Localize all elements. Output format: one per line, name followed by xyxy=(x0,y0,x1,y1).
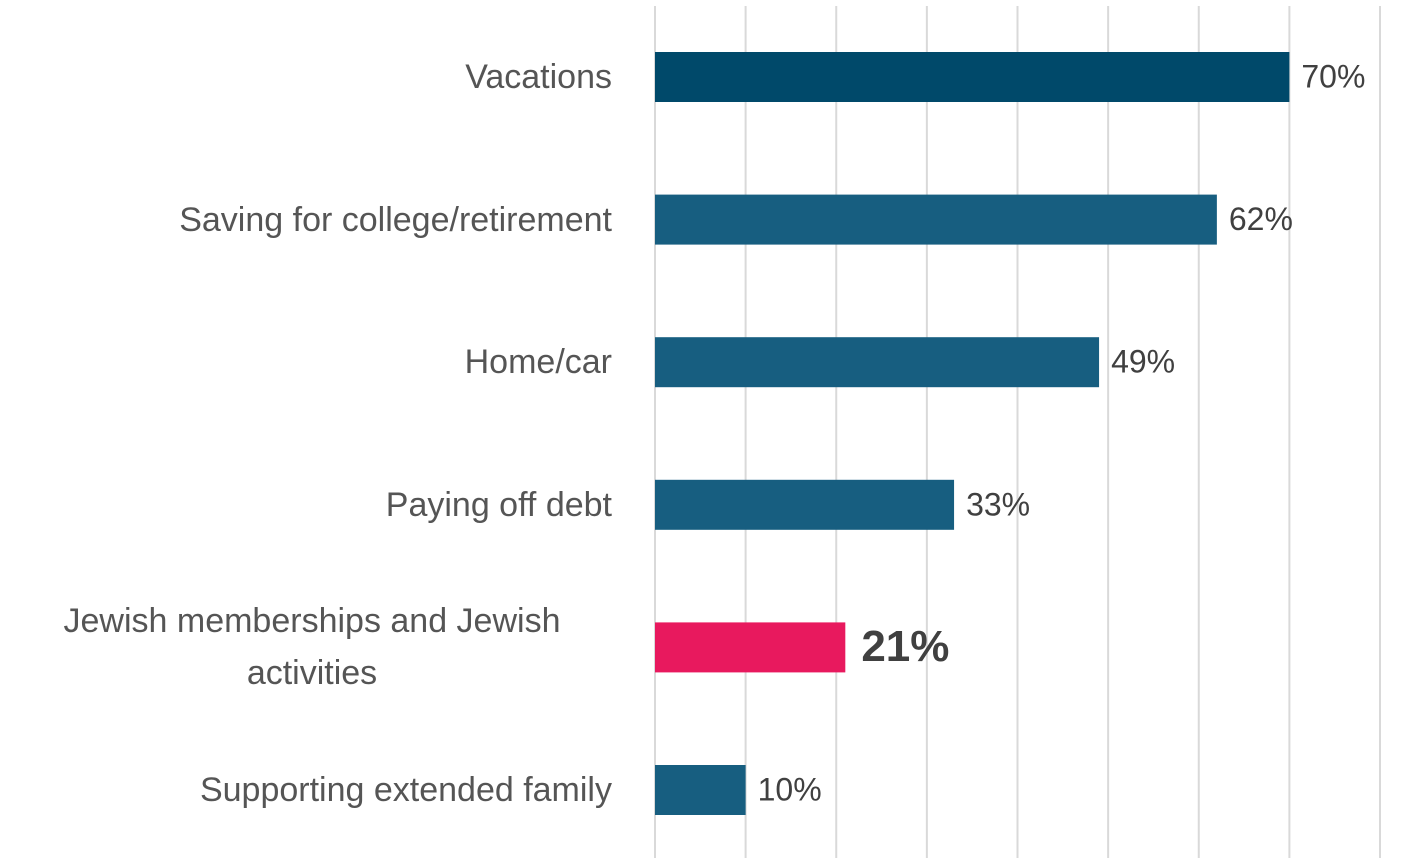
bar xyxy=(655,194,1217,245)
value-label: 33% xyxy=(966,486,1030,522)
category-label: Vacations xyxy=(465,58,612,96)
bar xyxy=(655,479,955,530)
value-label: 10% xyxy=(758,771,822,807)
category-label: Supporting extended family xyxy=(199,771,612,809)
bar xyxy=(655,765,746,815)
category-label: Jewish memberships and Jewish activities xyxy=(63,602,561,693)
category-label: Home/car xyxy=(464,343,612,382)
bar xyxy=(655,52,1290,102)
value-label: 70% xyxy=(1301,58,1365,94)
bar xyxy=(655,622,846,673)
value-label: 21% xyxy=(861,622,949,671)
bar xyxy=(655,337,1100,388)
value-label: 49% xyxy=(1111,344,1175,380)
category-label: Saving for college/retirement xyxy=(179,200,612,239)
value-label: 62% xyxy=(1229,201,1293,237)
category-label: Paying off debt xyxy=(385,485,612,524)
